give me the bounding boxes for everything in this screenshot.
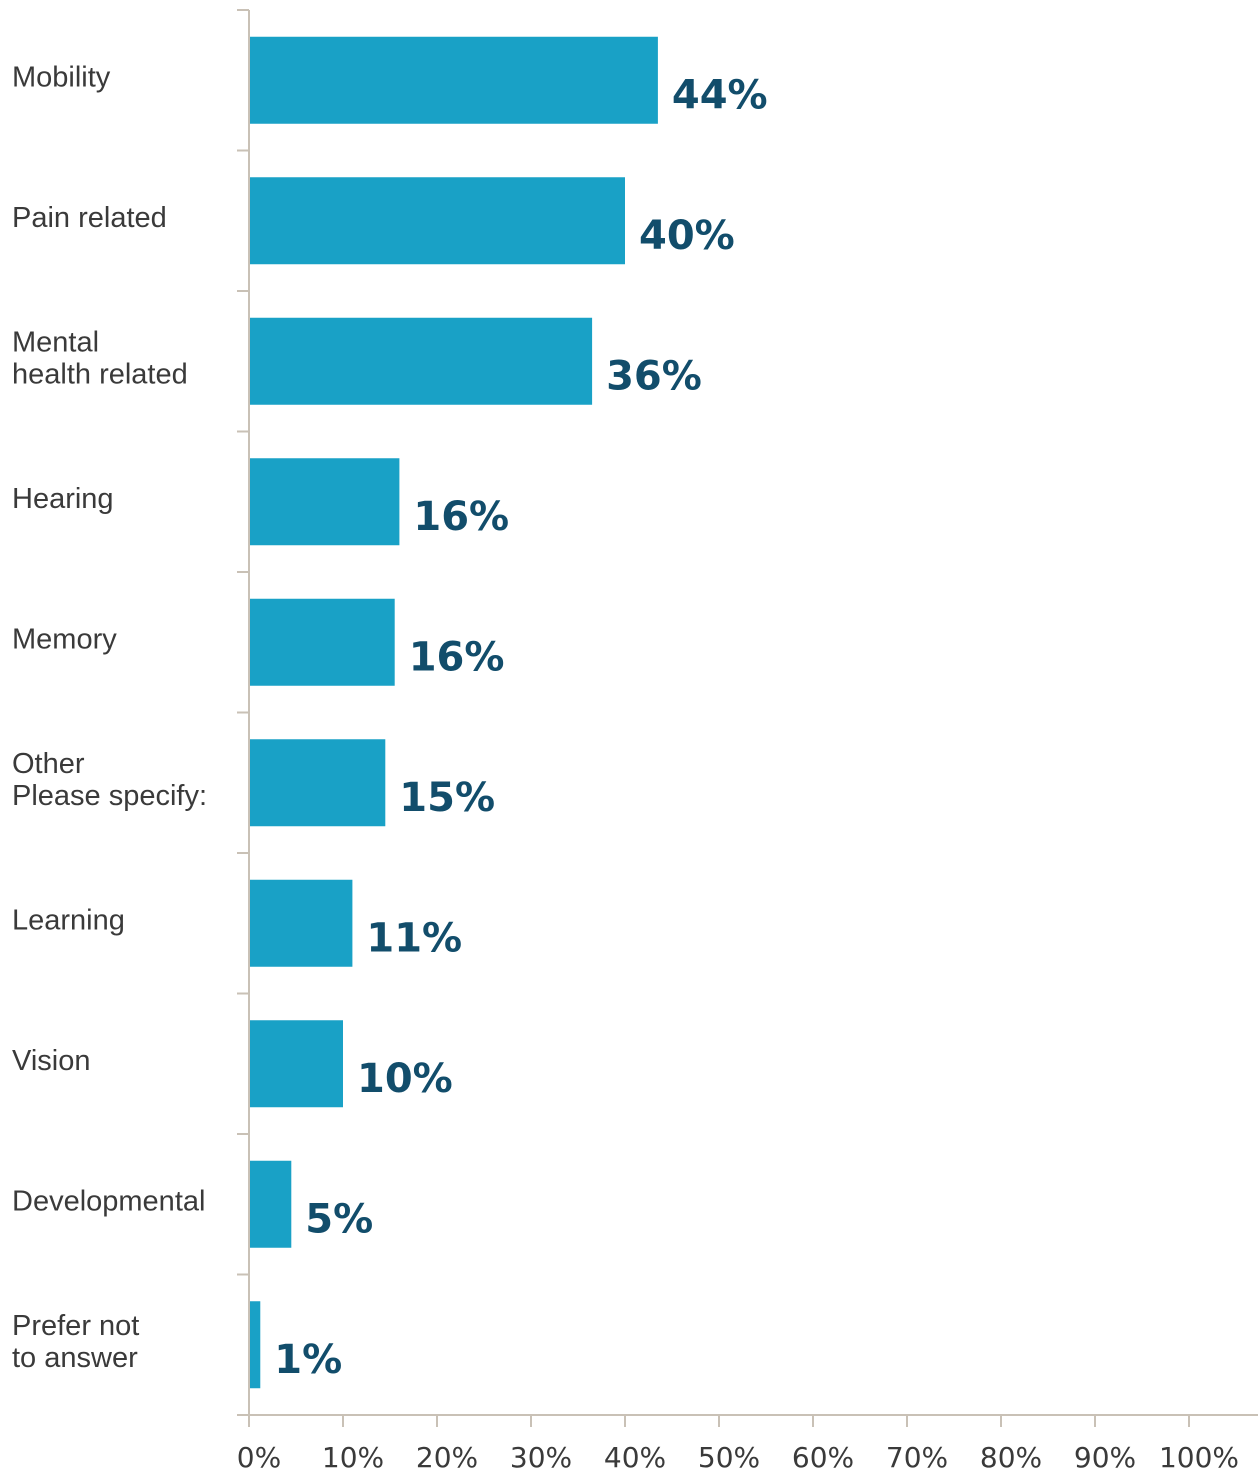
bar-value-label: 11% bbox=[366, 915, 462, 961]
chart-axes bbox=[237, 9, 1258, 1427]
x-tick-label: 20% bbox=[416, 1441, 478, 1474]
x-tick-label: 60% bbox=[792, 1441, 854, 1474]
category-label-line: Other bbox=[12, 748, 85, 780]
bar bbox=[250, 879, 353, 967]
category-label-line: Please specify: bbox=[12, 780, 207, 812]
category-label-line: Mental bbox=[12, 326, 99, 358]
bar bbox=[250, 1160, 292, 1248]
category-label: Mobility bbox=[12, 61, 111, 93]
x-tick-label: 10% bbox=[322, 1441, 384, 1474]
bar-value-label: 16% bbox=[409, 634, 505, 680]
category-label-line: Mobility bbox=[12, 61, 111, 93]
x-tick-label: 50% bbox=[698, 1441, 760, 1474]
category-label: Mental health related bbox=[12, 326, 188, 390]
bar bbox=[250, 458, 400, 546]
bar-group bbox=[250, 36, 658, 1389]
x-tick-label: 70% bbox=[886, 1441, 948, 1474]
x-tick-label: 90% bbox=[1074, 1441, 1136, 1474]
x-tick-label: 80% bbox=[980, 1441, 1042, 1474]
bar-value-label: 36% bbox=[606, 353, 702, 399]
category-labels: Mobility Pain related Mental health related… bbox=[12, 61, 207, 1374]
category-label-line: to answer bbox=[12, 1342, 138, 1374]
bar-value-label: 5% bbox=[305, 1196, 373, 1242]
category-label: Developmental bbox=[12, 1185, 205, 1217]
bar-value-label: 16% bbox=[413, 494, 509, 540]
bar bbox=[250, 36, 658, 124]
value-labels: 44% 40% 36% 16% 16% 15% 11% 10% 5% 1% bbox=[274, 72, 767, 1383]
category-label: Memory bbox=[12, 623, 117, 655]
category-label-line: Developmental bbox=[12, 1185, 205, 1217]
bar bbox=[250, 1301, 261, 1389]
bar bbox=[250, 177, 625, 265]
category-label-line: Pain related bbox=[12, 202, 167, 234]
category-label: Hearing bbox=[12, 483, 114, 515]
bar bbox=[250, 317, 593, 405]
category-label-line: Vision bbox=[12, 1045, 90, 1077]
category-label-line: Prefer not bbox=[12, 1310, 139, 1342]
bar bbox=[250, 1020, 343, 1108]
bar bbox=[250, 598, 395, 686]
category-label-line: Hearing bbox=[12, 483, 114, 515]
x-tick-label: 0% bbox=[237, 1441, 281, 1474]
x-tick-labels: 0% 10% 20% 30% 40% 50% 60% 70% 80% 90% 100% bbox=[237, 1441, 1239, 1474]
category-label-line: Memory bbox=[12, 623, 117, 655]
category-label-line: Learning bbox=[12, 904, 125, 936]
bar-value-label: 40% bbox=[639, 213, 735, 259]
bar-value-label: 15% bbox=[399, 775, 495, 821]
bar-value-label: 10% bbox=[357, 1056, 453, 1102]
x-tick-label: 40% bbox=[604, 1441, 666, 1474]
bar-value-label: 44% bbox=[672, 72, 768, 118]
category-label: Pain related bbox=[12, 202, 167, 234]
bar-value-label: 1% bbox=[274, 1337, 342, 1383]
x-tick-label: 100% bbox=[1159, 1441, 1239, 1474]
x-tick-label: 30% bbox=[510, 1441, 572, 1474]
category-label-line: health related bbox=[12, 358, 188, 390]
category-label: Learning bbox=[12, 904, 125, 936]
bar bbox=[250, 739, 386, 827]
category-label: Vision bbox=[12, 1045, 90, 1077]
category-label: Prefer not to answer bbox=[12, 1310, 139, 1374]
category-label: Other Please specify: bbox=[12, 748, 207, 812]
